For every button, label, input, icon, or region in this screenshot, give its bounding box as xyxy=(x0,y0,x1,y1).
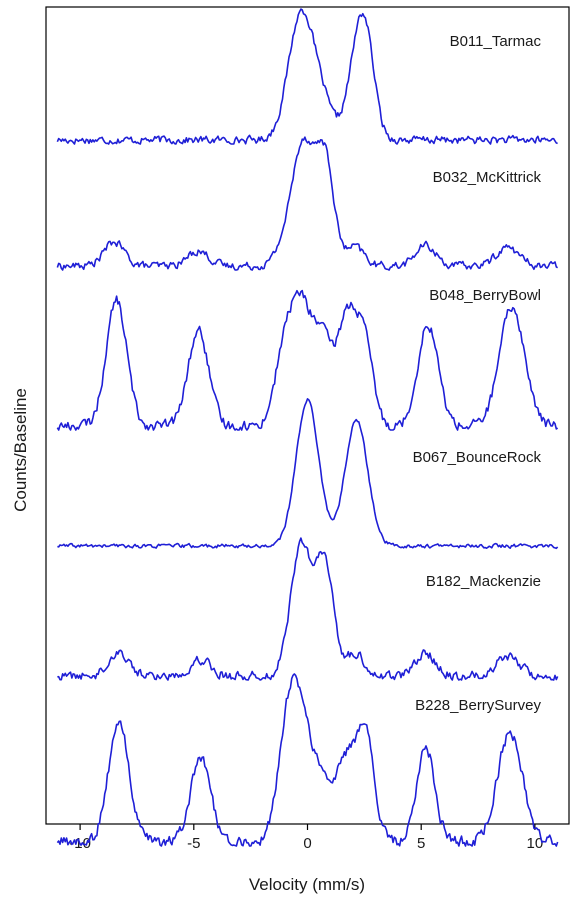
series-label: B182_Mackenzie xyxy=(426,573,541,590)
y-axis-label: Counts/Baseline xyxy=(11,388,30,512)
x-tick-label: 0 xyxy=(303,835,311,852)
x-tick-label: 5 xyxy=(417,835,425,852)
series-line-b011-tarmac xyxy=(56,8,558,145)
series-line-b048-berrybowl xyxy=(56,289,559,431)
series-line-b067-bouncerock xyxy=(57,398,559,550)
series-label: B228_BerrySurvey xyxy=(415,697,541,714)
series-group: B011_Tarmac B032_McKittrick B048_BerryBowl… xyxy=(56,8,559,847)
series-line-b228-berrysurvey xyxy=(56,673,559,847)
series-label: B011_Tarmac xyxy=(450,33,542,50)
x-axis-ticks: -10 -5 0 5 10 xyxy=(69,824,543,852)
x-tick-label: 10 xyxy=(527,835,544,852)
series-label: B067_BounceRock xyxy=(413,449,542,466)
series-label: B048_BerryBowl xyxy=(429,287,541,304)
x-axis-label: Velocity (mm/s) xyxy=(249,875,365,894)
series-label: B032_McKittrick xyxy=(433,169,542,186)
series-line-b182-mackenzie xyxy=(57,537,559,681)
x-tick-label: -5 xyxy=(187,835,200,852)
series-line-b032-mckittrick xyxy=(56,136,559,271)
